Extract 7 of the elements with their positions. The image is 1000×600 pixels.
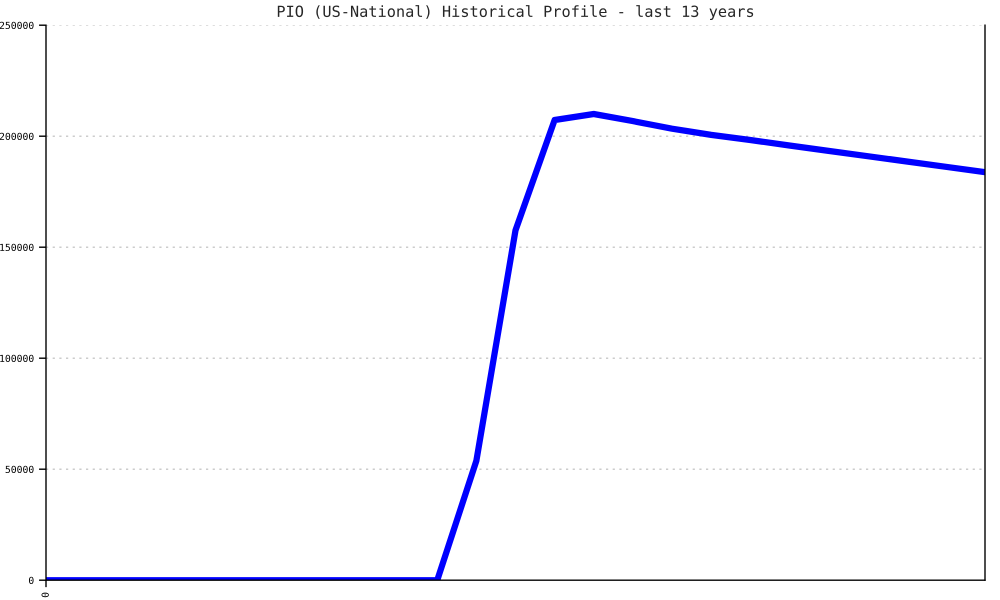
chart-title: PIO (US-National) Historical Profile - last 13 years [278,5,754,20]
y-tick-label: 0 [28,576,34,584]
y-tick-label: 150000 [0,244,34,252]
y-tick-label: 200000 [0,132,34,140]
y-tick-label: 50000 [6,466,34,474]
y-tick-label: 100000 [0,354,34,362]
y-tick-label: 250000 [0,22,34,30]
